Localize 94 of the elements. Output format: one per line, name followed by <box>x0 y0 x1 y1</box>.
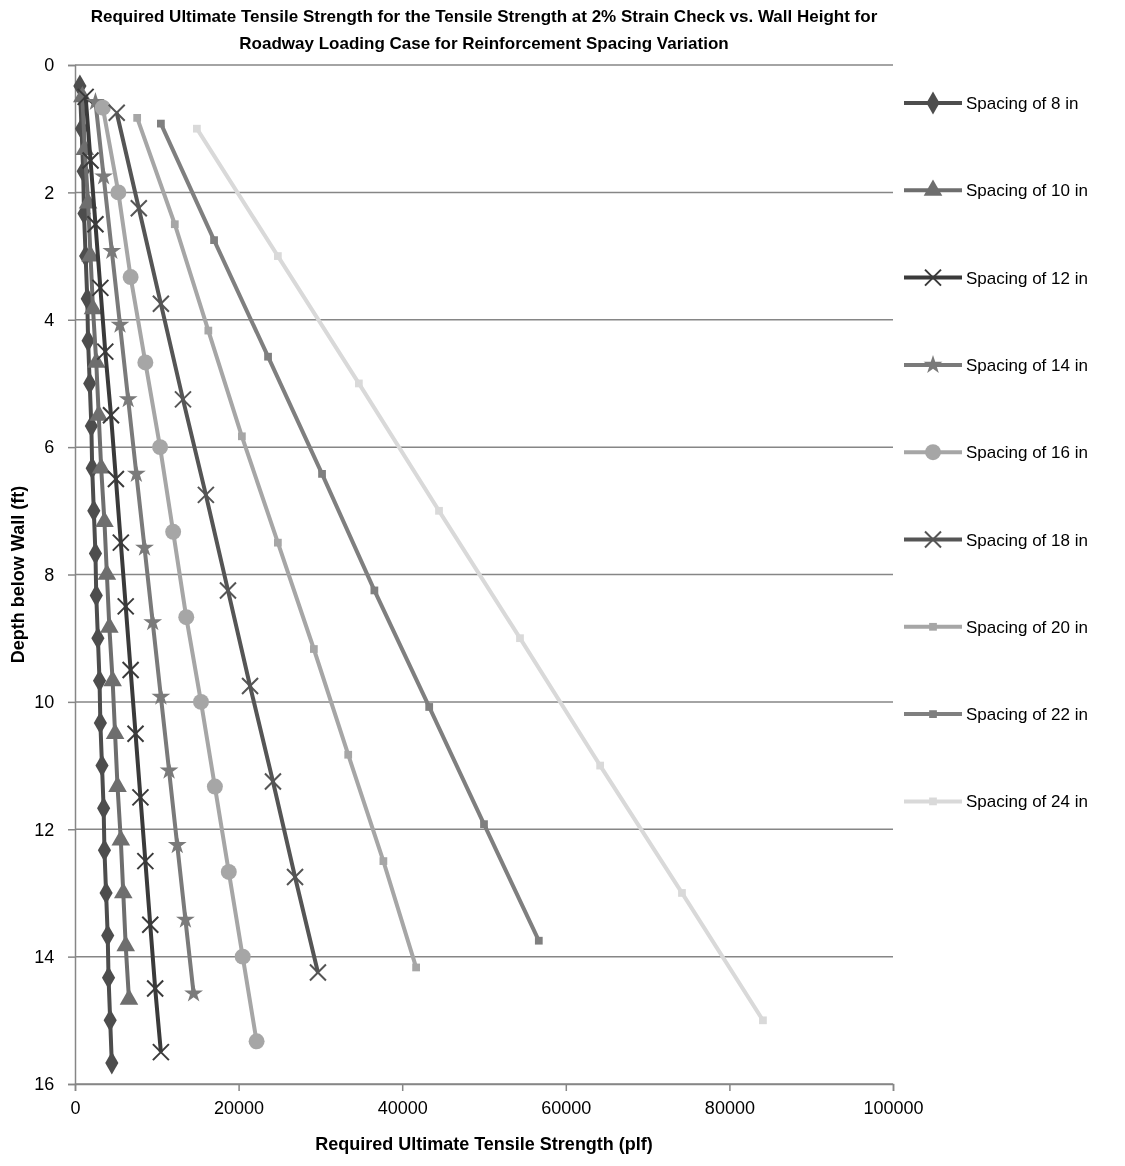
point <box>184 983 204 1002</box>
point <box>96 342 115 361</box>
x-tick-label: 40000 <box>377 1097 428 1118</box>
point <box>196 485 215 504</box>
point <box>678 889 686 897</box>
point <box>220 863 237 880</box>
point <box>107 103 126 122</box>
point <box>86 215 105 234</box>
legend-label: Spacing of 22 in <box>966 705 1088 725</box>
point <box>167 835 187 854</box>
point <box>118 389 138 408</box>
point <box>101 406 120 425</box>
point <box>210 236 218 245</box>
y-axis-title: Depth below Wall (ft) <box>8 485 28 664</box>
point <box>425 703 434 711</box>
y-tick-label: 6 <box>44 437 55 458</box>
legend-label: Spacing of 12 in <box>966 268 1088 288</box>
point <box>248 1033 265 1050</box>
x-tick-label: 100000 <box>863 1097 924 1118</box>
point <box>286 868 305 887</box>
point <box>136 852 155 871</box>
point <box>141 915 160 934</box>
y-tick-label: 2 <box>44 182 55 203</box>
y-tick-label: 0 <box>44 55 55 76</box>
point <box>110 184 127 201</box>
point <box>81 151 100 170</box>
point <box>596 761 605 770</box>
y-tick-label: 8 <box>44 564 55 585</box>
point <box>379 857 388 865</box>
x-tick-label: 0 <box>70 1097 81 1118</box>
point <box>241 676 260 695</box>
point <box>192 693 209 710</box>
point <box>165 523 182 540</box>
point <box>121 661 140 680</box>
point <box>516 634 524 643</box>
legend-label: Spacing of 18 in <box>966 530 1088 550</box>
point <box>143 612 163 631</box>
point <box>178 609 195 626</box>
point <box>309 645 318 653</box>
point <box>106 469 125 488</box>
point <box>238 432 246 441</box>
legend-label: Spacing of 24 in <box>966 792 1088 812</box>
point <box>234 948 251 965</box>
point <box>273 252 282 260</box>
point <box>273 538 282 547</box>
y-tick-label: 14 <box>34 946 55 967</box>
point <box>133 113 142 122</box>
legend-label: Spacing of 8 in <box>966 94 1079 113</box>
point <box>263 772 282 791</box>
point <box>318 470 326 478</box>
x-axis-title: Required Ultimate Tensile Strength (plf) <box>315 1134 653 1154</box>
point <box>759 1016 767 1025</box>
point <box>94 99 111 116</box>
point <box>218 581 237 600</box>
point <box>131 788 150 807</box>
point <box>354 379 363 388</box>
point <box>412 963 420 972</box>
point <box>170 220 179 229</box>
y-tick-label: 4 <box>44 310 55 331</box>
point <box>308 963 327 982</box>
y-tick-label: 10 <box>34 692 55 713</box>
y-tick-label: 12 <box>34 819 55 840</box>
y-tick-label: 16 <box>34 1074 55 1095</box>
point <box>122 269 139 286</box>
point <box>264 352 272 361</box>
point <box>206 778 223 795</box>
point <box>152 439 169 456</box>
point <box>137 354 154 371</box>
point <box>534 936 543 945</box>
legend-label: Spacing of 20 in <box>966 617 1088 637</box>
point <box>94 166 114 185</box>
point <box>126 724 145 743</box>
point <box>480 820 488 829</box>
x-tick-label: 60000 <box>541 1097 592 1118</box>
point <box>129 199 148 218</box>
point <box>157 119 165 128</box>
x-tick-label: 20000 <box>214 1097 265 1118</box>
chart-title: Required Ultimate Tensile Strength for the Tensile Strength at 2% Strain Check vs. Wall Height for Roadway Loading Case for Reinforcement Spacing Variation <box>90 7 878 53</box>
point <box>173 390 192 409</box>
point <box>344 750 353 759</box>
point <box>151 294 170 313</box>
legend-label: Spacing of 10 in <box>966 181 1088 201</box>
legend-label: Spacing of 16 in <box>966 443 1088 463</box>
point <box>111 533 130 552</box>
point <box>146 979 165 998</box>
point <box>204 326 213 335</box>
point <box>193 124 201 133</box>
legend-label: Spacing of 14 in <box>966 355 1088 375</box>
point <box>151 1043 170 1062</box>
point <box>435 506 443 515</box>
x-tick-label: 80000 <box>704 1097 755 1118</box>
point <box>126 463 146 482</box>
point <box>91 278 110 297</box>
point <box>116 597 135 616</box>
